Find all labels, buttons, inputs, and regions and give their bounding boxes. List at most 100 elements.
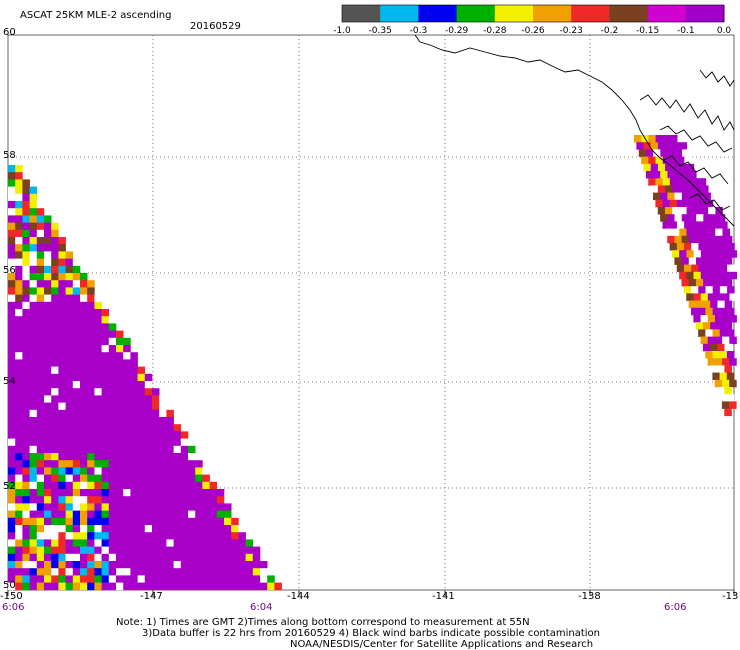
swath-cell [695, 279, 704, 287]
swath-cell [116, 445, 124, 454]
swath-cell [44, 287, 52, 295]
swath-cell [15, 323, 23, 331]
swath-cell [679, 228, 687, 237]
swath-cell [670, 135, 678, 143]
swath-cell [29, 330, 38, 339]
swath-cell [94, 309, 102, 317]
swath-cell [238, 561, 246, 569]
swath-cell [101, 467, 110, 475]
swath-cell [691, 199, 699, 208]
swath-cell [660, 149, 668, 157]
swath-cell [29, 193, 38, 202]
swath-cell [209, 510, 218, 519]
swath-cell [58, 402, 66, 411]
swath-cell [722, 358, 730, 366]
swath-cell [224, 510, 232, 519]
swath-cell [180, 460, 189, 468]
swath-cell [724, 300, 733, 309]
swath-cell [137, 517, 146, 526]
swath-cell [116, 525, 124, 533]
swath-cell [29, 373, 38, 382]
swath-cell [202, 474, 210, 483]
swath-cell [691, 221, 699, 229]
swath-cell [650, 142, 659, 150]
swath-cell [729, 250, 738, 258]
swath-cell [15, 373, 23, 382]
swath-cell [58, 352, 66, 360]
swath-cell [80, 532, 88, 540]
swath-cell [166, 582, 174, 591]
swath-cell [130, 575, 138, 583]
swath-cell [22, 424, 30, 432]
swath-cell [101, 489, 110, 497]
swath-cell [87, 359, 95, 367]
colorbar-tick-label: -0.29 [444, 26, 469, 36]
swath-cell [51, 287, 59, 295]
swath-cell [724, 365, 732, 373]
swath-cell [209, 575, 218, 583]
swath-cell [116, 460, 124, 468]
swath-cell [137, 453, 146, 461]
swath-cell [700, 315, 709, 323]
swath-cell [15, 546, 23, 555]
swath-cell [8, 402, 16, 411]
swath-cell [683, 264, 692, 273]
swath-cell [245, 575, 254, 583]
swath-cell [15, 201, 23, 209]
swath-cell [123, 453, 131, 461]
swath-cell [65, 366, 74, 375]
swath-cell [8, 237, 16, 245]
swath-cell [22, 553, 30, 562]
swath-cell [116, 337, 124, 346]
swath-cell [123, 568, 131, 576]
swath-cell [65, 532, 74, 540]
swath-cell [130, 525, 138, 533]
swath-cell [195, 460, 203, 468]
swath-cell [152, 409, 160, 418]
swath-cell [188, 582, 196, 591]
swath-cell [8, 517, 16, 526]
swath-cell [684, 178, 692, 186]
swath-cell [691, 178, 699, 186]
swath-cell [87, 467, 95, 475]
swath-cell [44, 582, 52, 591]
swath-cell [123, 395, 131, 403]
swath-cell [108, 381, 117, 389]
swath-cell [36, 546, 45, 555]
swath-cell [705, 286, 713, 294]
swath-cell [108, 489, 117, 497]
swath-cell [8, 561, 16, 569]
swath-cell [159, 575, 167, 583]
swath-cell [648, 135, 656, 143]
swath-cell [72, 359, 81, 367]
swath-cell [80, 273, 88, 281]
swath-cell [29, 237, 38, 245]
swath-cell [87, 424, 95, 432]
swath-cell [116, 438, 124, 447]
swath-cell [87, 489, 95, 497]
swath-cell [166, 553, 174, 562]
swath-cell [72, 366, 81, 375]
swath-cell [152, 496, 160, 504]
swath-cell [22, 417, 30, 425]
swath-cell [724, 279, 733, 287]
swath-cell [87, 568, 95, 576]
swath-cell [152, 445, 160, 454]
swath-cell [173, 525, 182, 533]
swath-cell [714, 336, 723, 345]
swath-cell [152, 568, 160, 576]
swath-cell [698, 329, 706, 337]
swath-cell [80, 330, 88, 339]
swath-cell [94, 323, 102, 331]
swath-cell [238, 582, 246, 591]
swath-cell [130, 445, 138, 454]
swath-cell [202, 510, 210, 519]
swath-cell [729, 336, 737, 345]
swath-cell [44, 229, 52, 238]
colorbar-swatch [456, 5, 496, 22]
swath-west [8, 165, 282, 591]
swath-cell [144, 561, 153, 569]
swath-cell [123, 517, 131, 526]
swath-cell [8, 359, 16, 367]
swath-cell [715, 250, 723, 258]
